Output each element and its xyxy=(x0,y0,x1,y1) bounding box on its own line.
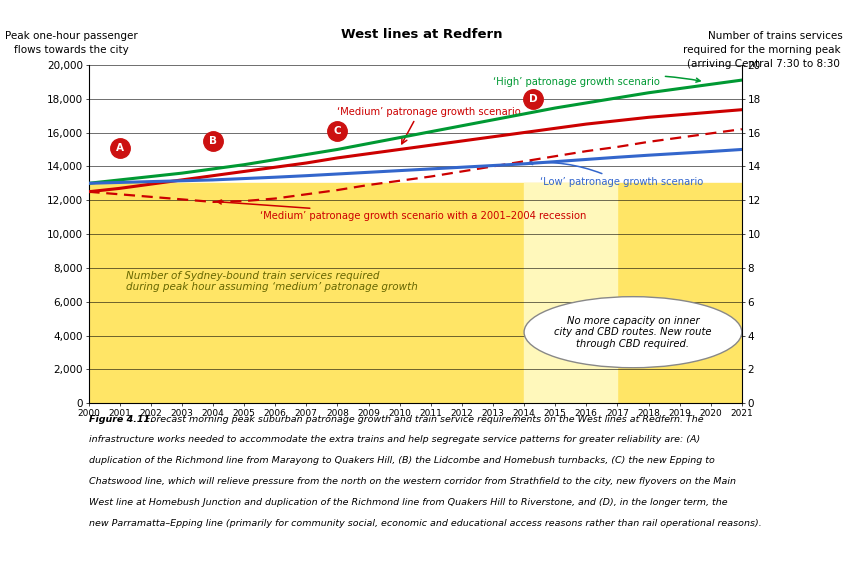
Text: Peak one-hour passenger
flows towards the city: Peak one-hour passenger flows towards th… xyxy=(5,31,138,55)
Text: ‘Low’ patronage growth scenario: ‘Low’ patronage growth scenario xyxy=(529,161,703,187)
Text: Figure 4.11.: Figure 4.11. xyxy=(89,415,153,424)
Ellipse shape xyxy=(524,297,742,368)
Text: Forecast morning peak suburban patronage growth and train service requirements o: Forecast morning peak suburban patronage… xyxy=(142,415,703,424)
Text: B: B xyxy=(209,136,217,146)
Text: Chatswood line, which will relieve pressure from the north on the western corrid: Chatswood line, which will relieve press… xyxy=(89,477,735,486)
Text: C: C xyxy=(334,126,341,136)
Text: No more capacity on inner
city and CBD routes. New route
through CBD required.: No more capacity on inner city and CBD r… xyxy=(554,316,711,349)
Text: ‘Medium’ patronage growth scenario: ‘Medium’ patronage growth scenario xyxy=(337,107,521,117)
Text: Number of Sydney-bound train services required
during peak hour assuming ‘medium: Number of Sydney-bound train services re… xyxy=(126,271,418,292)
Text: West lines at Redfern: West lines at Redfern xyxy=(341,28,502,41)
Text: Number of trains services
required for the morning peak hour
(arriving Central 7: Number of trains services required for t… xyxy=(683,31,843,69)
Text: ‘High’ patronage growth scenario: ‘High’ patronage growth scenario xyxy=(493,76,700,87)
Text: A: A xyxy=(115,143,124,153)
Text: West line at Homebush Junction and duplication of the Richmond line from Quakers: West line at Homebush Junction and dupli… xyxy=(89,498,728,507)
Text: new Parramatta–Epping line (primarily for community social, economic and educati: new Parramatta–Epping line (primarily fo… xyxy=(89,519,761,528)
Text: D: D xyxy=(529,94,538,104)
Text: duplication of the Richmond line from Marayong to Quakers Hill, (B) the Lidcombe: duplication of the Richmond line from Ma… xyxy=(89,456,714,465)
Text: ‘Medium’ patronage growth scenario with a 2001–2004 recession: ‘Medium’ patronage growth scenario with … xyxy=(217,200,586,221)
Text: infrastructure works needed to accommodate the extra trains and help segregate s: infrastructure works needed to accommoda… xyxy=(89,435,700,444)
